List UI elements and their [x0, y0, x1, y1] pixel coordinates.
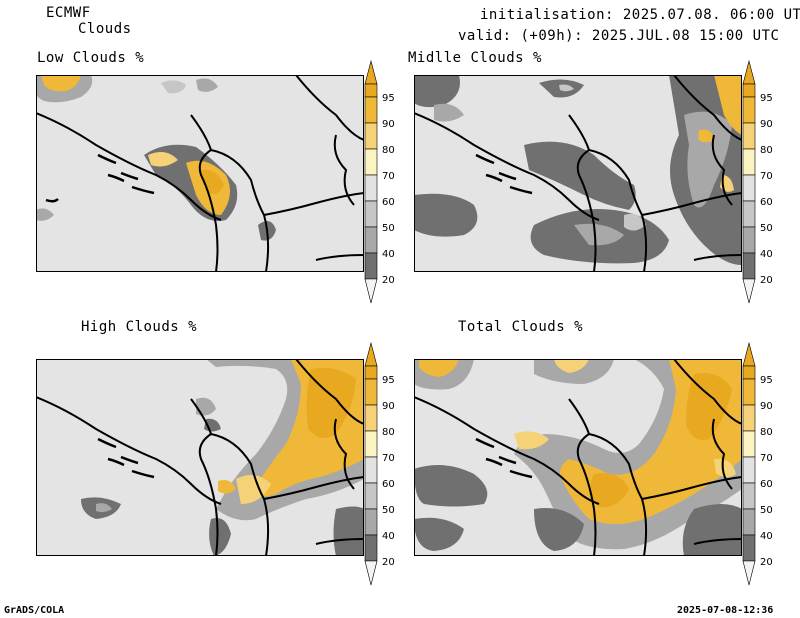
colorbar-segment: [742, 378, 756, 406]
colorbar-arrow-top: [742, 59, 756, 85]
colorbar-label: 60: [760, 197, 773, 208]
model-label: ECMWF: [46, 5, 91, 21]
colorbar-label: 80: [760, 145, 773, 156]
colorbar-arrow-bottom: [364, 278, 378, 304]
colorbar-low: 95 90 80 70 60 50 40 20: [364, 59, 408, 309]
colorbar-label: 95: [382, 375, 395, 386]
colorbar-label: 70: [382, 171, 395, 182]
colorbar-label: 40: [382, 249, 395, 260]
colorbar-segment: [364, 430, 378, 458]
colorbar-segment: [364, 534, 378, 562]
colorbar-segment: [742, 456, 756, 484]
colorbar-segment: [364, 122, 378, 150]
panel-title-middle: Midlle Clouds %: [408, 50, 542, 66]
colorbar-label: 80: [382, 427, 395, 438]
colorbar-arrow-top: [364, 341, 378, 367]
colorbar-label: 50: [382, 505, 395, 516]
colorbar-segment: [742, 482, 756, 510]
colorbar-segment: [742, 252, 756, 280]
colorbar-label: 90: [382, 119, 395, 130]
valid-label: valid: (+09h): 2025.JUL.08 15:00 UTC: [458, 28, 780, 44]
colorbar-label: 70: [760, 171, 773, 182]
colorbar-label: 40: [382, 531, 395, 542]
colorbar-segment: [364, 200, 378, 228]
colorbar-label: 60: [760, 479, 773, 490]
colorbar-label: 70: [382, 453, 395, 464]
colorbar-segment: [364, 365, 378, 380]
colorbar-segment: [742, 122, 756, 150]
colorbar-arrow-bottom: [742, 278, 756, 304]
colorbar-segment: [364, 226, 378, 254]
initialisation-label: initialisation: 2025.07.08. 06:00 UTC: [480, 7, 800, 23]
footer-software: GrADS/COLA: [4, 605, 65, 616]
colorbar-segment: [742, 200, 756, 228]
colorbar-segment: [742, 365, 756, 380]
colorbar-arrow-bottom: [742, 560, 756, 586]
map-panel-middle: [414, 75, 742, 272]
colorbar-label: 80: [382, 145, 395, 156]
colorbar-label: 95: [760, 93, 773, 104]
colorbar-middle: 95 90 80 70 60 50 40 20: [742, 59, 786, 309]
colorbar-label: 20: [382, 275, 395, 286]
colorbar-label: 95: [760, 375, 773, 386]
colorbar-segment: [742, 148, 756, 176]
colorbar-segment: [364, 508, 378, 536]
colorbar-label: 50: [382, 223, 395, 234]
colorbar-arrow-top: [742, 341, 756, 367]
colorbar-segment: [742, 96, 756, 124]
panel-title-high: High Clouds %: [81, 319, 198, 335]
colorbar-label: 20: [382, 557, 395, 568]
colorbar-high: 95 90 80 70 60 50 40 20: [364, 341, 408, 591]
product-label: Clouds: [78, 21, 132, 37]
colorbar-segment: [742, 404, 756, 432]
colorbar-total: 95 90 80 70 60 50 40 20: [742, 341, 786, 591]
colorbar-label: 40: [760, 531, 773, 542]
colorbar-segment: [364, 482, 378, 510]
colorbar-label: 40: [760, 249, 773, 260]
colorbar-segment: [364, 148, 378, 176]
colorbar-label: 20: [760, 557, 773, 568]
colorbar-segment: [742, 174, 756, 202]
colorbar-arrow-top: [364, 59, 378, 85]
colorbar-segment: [364, 252, 378, 280]
colorbar-label: 60: [382, 197, 395, 208]
colorbar-label: 20: [760, 275, 773, 286]
colorbar-segment: [364, 96, 378, 124]
colorbar-label: 95: [382, 93, 395, 104]
colorbar-segment: [364, 83, 378, 98]
map-panel-high: [36, 359, 364, 556]
colorbar-label: 50: [760, 223, 773, 234]
colorbar-segment: [742, 430, 756, 458]
colorbar-label: 90: [382, 401, 395, 412]
colorbar-label: 60: [382, 479, 395, 490]
colorbar-segment: [364, 456, 378, 484]
colorbar-segment: [364, 378, 378, 406]
colorbar-segment: [742, 226, 756, 254]
colorbar-segment: [364, 174, 378, 202]
footer-timestamp: 2025-07-08-12:36: [677, 605, 774, 616]
panel-title-total: Total Clouds %: [458, 319, 584, 335]
map-panel-total: [414, 359, 742, 556]
colorbar-label: 90: [760, 119, 773, 130]
colorbar-label: 80: [760, 427, 773, 438]
colorbar-segment: [742, 83, 756, 98]
colorbar-label: 50: [760, 505, 773, 516]
colorbar-label: 70: [760, 453, 773, 464]
colorbar-label: 90: [760, 401, 773, 412]
colorbar-segment: [364, 404, 378, 432]
colorbar-arrow-bottom: [364, 560, 378, 586]
colorbar-segment: [742, 534, 756, 562]
panel-title-low: Low Clouds %: [37, 50, 145, 66]
colorbar-segment: [742, 508, 756, 536]
map-panel-low: [36, 75, 364, 272]
